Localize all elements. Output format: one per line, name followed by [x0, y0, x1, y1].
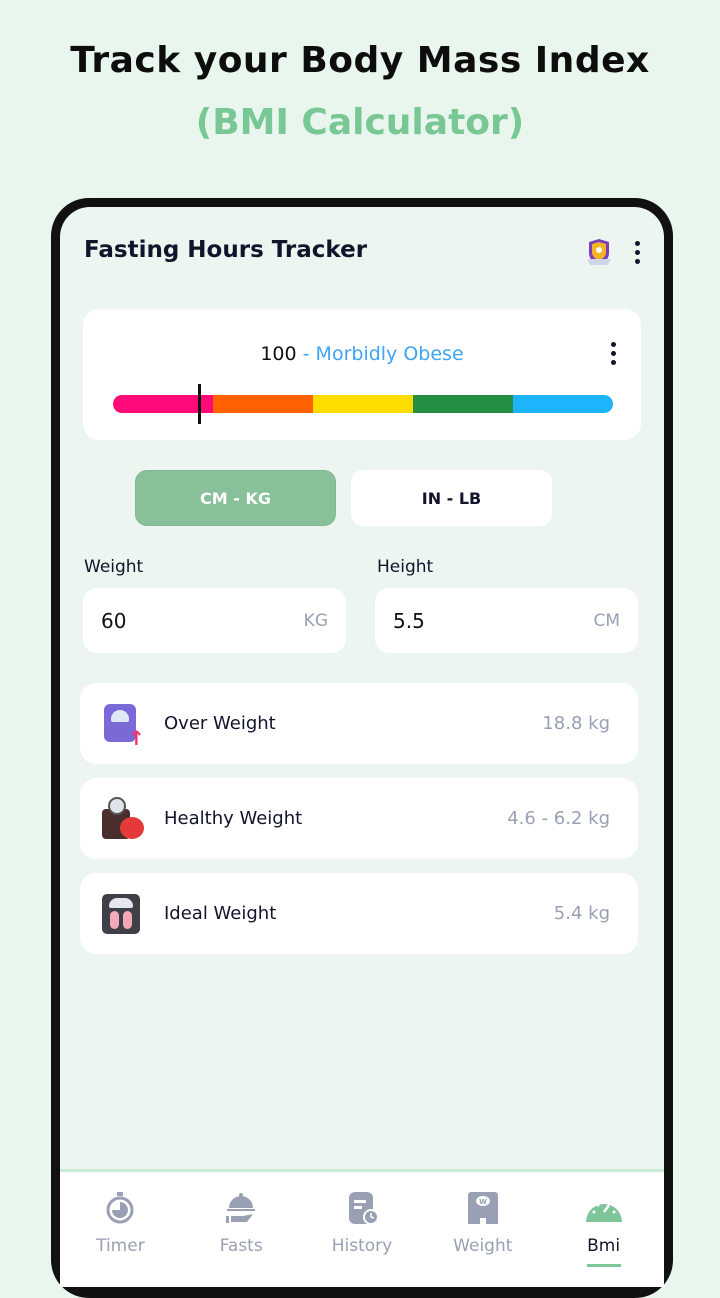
- height-unit: CM: [593, 610, 620, 631]
- more-vertical-icon[interactable]: [635, 241, 641, 264]
- scale-feet-icon: [100, 892, 144, 936]
- result-value: 5.4 kg: [553, 903, 610, 924]
- weight-scale-icon: W: [467, 1192, 498, 1224]
- weight-unit: KG: [303, 610, 328, 631]
- stopwatch-icon: [106, 1192, 134, 1224]
- result-over-weight: ↑ Over Weight 18.8 kg: [80, 683, 638, 764]
- bmi-category: - Morbidly Obese: [302, 343, 464, 365]
- tab-label: Bmi: [587, 1236, 621, 1256]
- promo-headline: Track your Body Mass Index: [70, 40, 650, 81]
- svg-text:W: W: [479, 1198, 487, 1206]
- bmi-scale-segment: [313, 395, 413, 413]
- app-title: Fasting Hours Tracker: [84, 237, 368, 263]
- bottom-nav: Timer Fasts History W Weight Bmi: [60, 1169, 664, 1287]
- serving-cloche-icon: [226, 1193, 256, 1223]
- card-more-icon[interactable]: [611, 342, 617, 365]
- app-screen: Fasting Hours Tracker 100 - Morbidly Obe…: [60, 207, 664, 1287]
- bmi-result-card: 100 - Morbidly Obese: [83, 309, 641, 440]
- bmi-value: 100: [260, 343, 297, 365]
- height-input[interactable]: 5.5 CM: [375, 588, 638, 653]
- bmi-scale-segment: [213, 395, 313, 413]
- trophy-icon[interactable]: [586, 239, 612, 267]
- tab-timer[interactable]: Timer: [60, 1172, 181, 1287]
- scale-apple-icon: [100, 796, 144, 841]
- result-healthy-weight: Healthy Weight 4.6 - 6.2 kg: [80, 778, 638, 859]
- gauge-icon: [585, 1200, 622, 1222]
- height-label: Height: [377, 557, 434, 577]
- history-icon: [348, 1192, 379, 1225]
- unit-imperial-button[interactable]: IN - LB: [351, 470, 552, 526]
- unit-metric-button[interactable]: CM - KG: [135, 470, 336, 526]
- bmi-scale-segment: [113, 395, 213, 413]
- result-value: 4.6 - 6.2 kg: [507, 808, 610, 829]
- tab-label: Timer: [96, 1236, 145, 1256]
- tab-weight[interactable]: W Weight: [422, 1172, 543, 1287]
- bmi-readout: 100 - Morbidly Obese: [83, 343, 641, 365]
- tab-label: Fasts: [219, 1236, 263, 1256]
- bmi-scale-bar: [113, 395, 613, 413]
- tab-history[interactable]: History: [302, 1172, 423, 1287]
- result-label: Healthy Weight: [164, 808, 303, 829]
- active-tab-indicator: [586, 1264, 621, 1267]
- weight-label: Weight: [84, 557, 144, 577]
- tab-fasts[interactable]: Fasts: [181, 1172, 302, 1287]
- weight-value: 60: [101, 608, 127, 633]
- tab-label: Weight: [453, 1236, 513, 1256]
- result-value: 18.8 kg: [542, 713, 610, 734]
- weight-input[interactable]: 60 KG: [83, 588, 346, 653]
- result-label: Over Weight: [164, 713, 276, 734]
- tab-label: History: [331, 1236, 393, 1256]
- tab-bmi[interactable]: Bmi: [543, 1172, 664, 1287]
- bmi-marker: [198, 384, 201, 424]
- result-ideal-weight: Ideal Weight 5.4 kg: [80, 873, 638, 954]
- bmi-scale-segment: [413, 395, 513, 413]
- bmi-scale-segment: [513, 395, 613, 413]
- height-value: 5.5: [393, 608, 425, 633]
- result-label: Ideal Weight: [164, 903, 277, 924]
- promo-subheadline: (BMI Calculator): [195, 102, 525, 143]
- scale-up-icon: ↑: [100, 702, 145, 750]
